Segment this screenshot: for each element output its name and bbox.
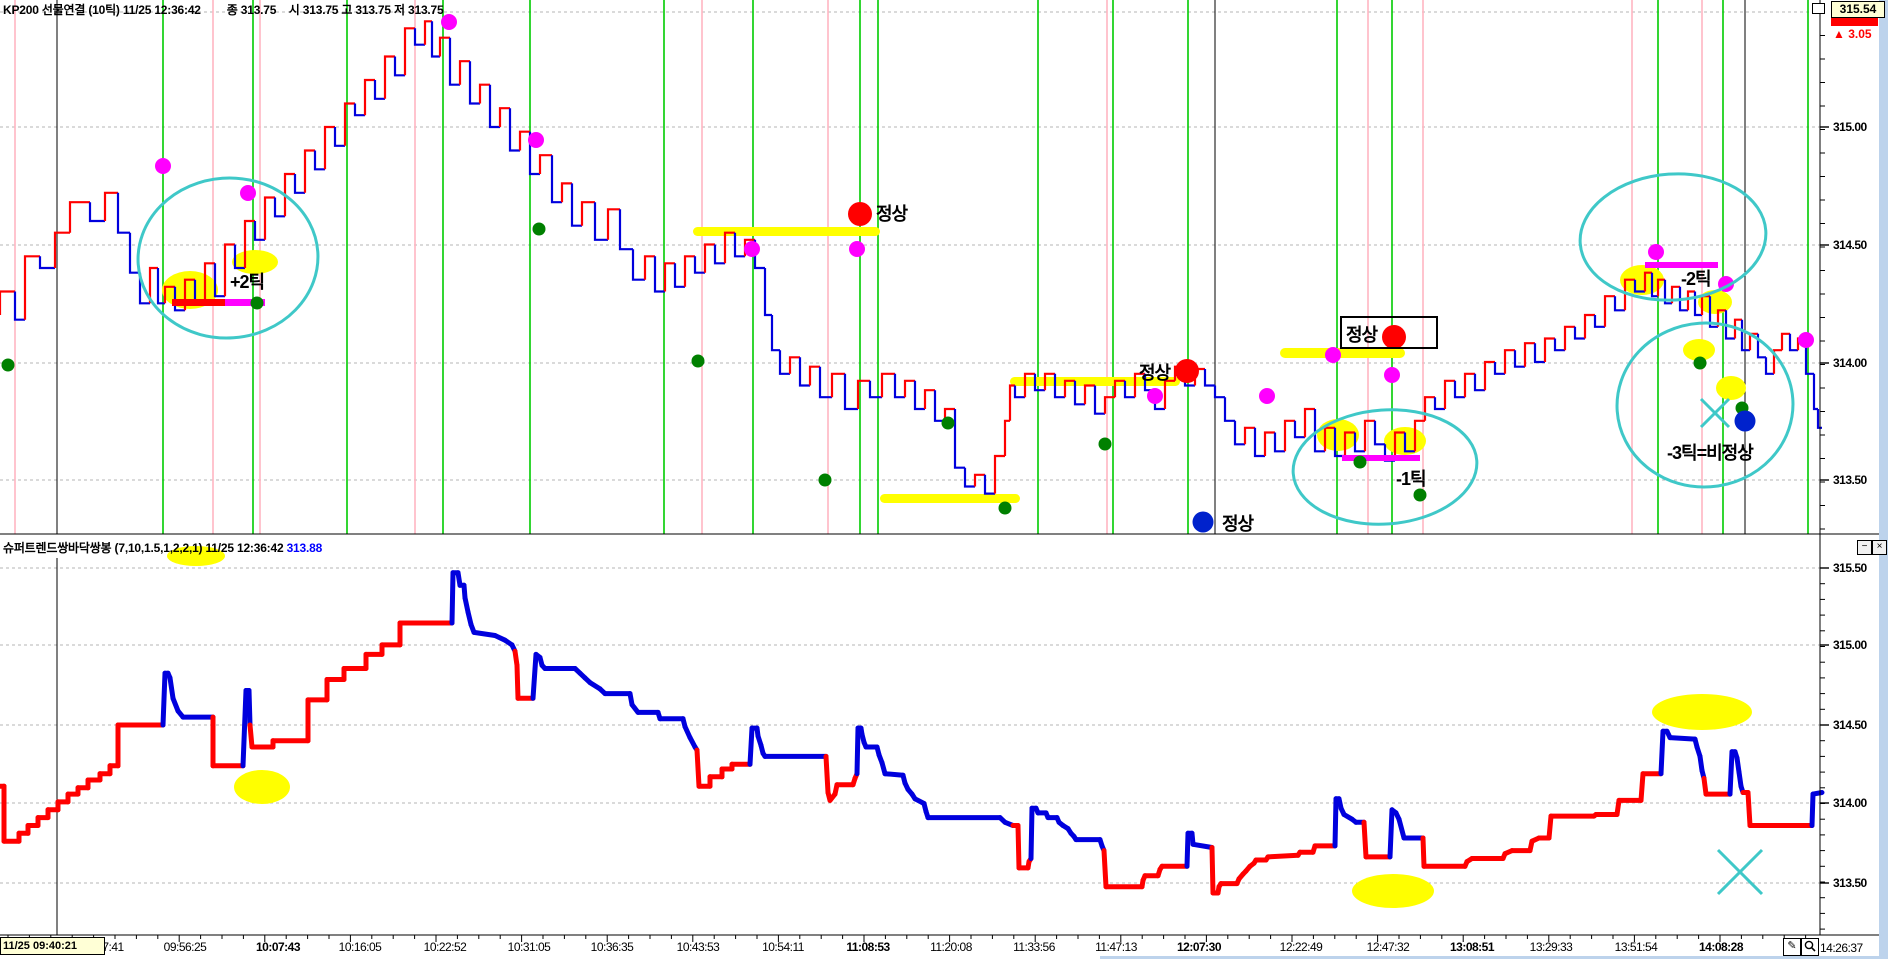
chart-title-bar: KP200 선물연결 (10틱) 11/25 12:36:42 종 313.75 … (3, 1, 444, 18)
time-axis-label: 13:08:51 (1449, 940, 1495, 954)
annotation-minus-1-tick: -1틱 (1396, 469, 1427, 489)
time-axis-label: 12:47:32 (1366, 940, 1410, 954)
draw-tool-button[interactable]: ✎ (1783, 938, 1801, 956)
index-price-label: 315.54 (1831, 1, 1885, 18)
indicator-name: 슈퍼트렌드쌍바닥쌍봉 (3, 541, 112, 555)
magnifier-icon (1804, 940, 1816, 952)
annotation-plus-2-tick: +2틱 (230, 272, 265, 292)
time-axis-label: 11:20:08 (930, 940, 972, 954)
pencil-icon: ✎ (1787, 940, 1797, 952)
time-axis-end-label: 14:26:37 (1820, 941, 1863, 955)
time-axis-label: 13:29:33 (1529, 940, 1573, 954)
time-axis-label: 10:36:35 (590, 940, 634, 954)
time-axis: 7:41 09:56:25 10:07:43 10:16:05 10:22:52 10:3… (0, 940, 1888, 958)
time-axis-label: 13:51:54 (1614, 940, 1658, 954)
horizontal-scrollbar[interactable] (1100, 956, 1888, 959)
symbol-title: KP200 선물연결 (10틱) 11/25 12:36:42 (3, 3, 201, 17)
indicator-close-button[interactable]: × (1872, 540, 1887, 555)
time-axis-label: 10:16:05 (338, 940, 382, 954)
indicator-params: (7,10,1.5,1,2,2,1) (114, 541, 203, 555)
annotation-normal-2: 정상 (1139, 363, 1171, 383)
annotation-minus-3-tick: -3틱=비정상 (1667, 443, 1754, 463)
indicator-datetime: 11/25 12:36:42 (205, 541, 284, 555)
indicator-value: 313.88 (286, 541, 323, 555)
time-axis-label: 10:43:53 (676, 940, 720, 954)
price-change-badge (1831, 18, 1878, 26)
time-axis-label: 12:07:30 (1176, 940, 1222, 954)
time-axis-label: 11:08:53 (846, 940, 890, 954)
annotation-normal-1: 정상 (876, 204, 908, 224)
annotation-normal-3: 정상 (1346, 325, 1378, 345)
time-axis-label: 10:22:52 (423, 940, 467, 954)
vertical-scrollbar[interactable] (1879, 0, 1888, 959)
indicator-minimize-button[interactable]: − (1857, 540, 1872, 555)
annotation-minus-2-tick: -2틱 (1681, 269, 1712, 289)
time-axis-label: 10:31:05 (507, 940, 551, 954)
time-axis-label: 14:08:28 (1698, 940, 1744, 954)
ohlc-readout: 종 313.75 시 313.75 고 313.75 저 313.75 (226, 3, 444, 17)
restore-window-icon[interactable] (1812, 3, 1825, 14)
price-change-text: ▲ 3.05 (1833, 27, 1872, 41)
time-axis-label: 12:22:49 (1279, 940, 1323, 954)
time-axis-label: 7:41 (102, 940, 124, 954)
zoom-tool-button[interactable] (1801, 938, 1819, 956)
annotation-normal-4: 정상 (1222, 514, 1254, 534)
time-axis-label: 10:54:11 (762, 940, 804, 954)
time-axis-label: 09:56:25 (163, 940, 207, 954)
time-axis-start-label: 11/25 09:40:21 (0, 937, 105, 955)
annotation-normal-box: 정상 (1340, 316, 1438, 349)
indicator-title-bar: 슈퍼트렌드쌍바닥쌍봉 (7,10,1.5,1,2,2,1) 11/25 12:3… (3, 539, 322, 556)
time-axis-label: 11:47:13 (1095, 940, 1137, 954)
time-axis-label: 11:33:56 (1013, 940, 1055, 954)
time-axis-label: 10:07:43 (255, 940, 301, 954)
